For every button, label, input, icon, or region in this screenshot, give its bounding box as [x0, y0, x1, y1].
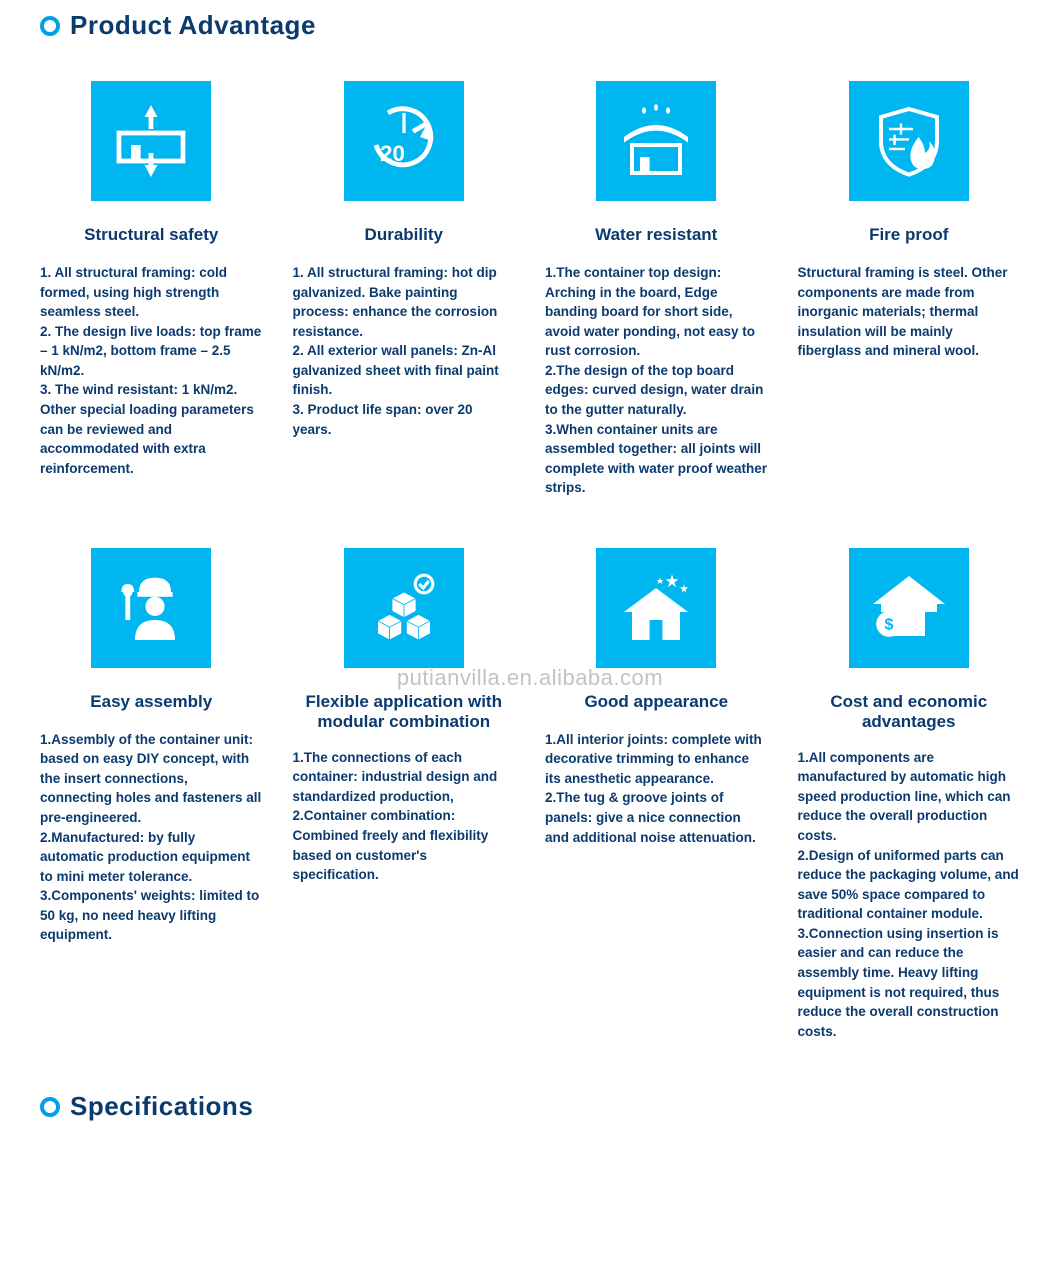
card-title: Water resistant — [595, 225, 717, 247]
bullet-ring-icon — [40, 1097, 60, 1117]
card-structural-safety: Structural safety 1. All structural fram… — [40, 81, 263, 498]
advantage-grid: Structural safety 1. All structural fram… — [40, 81, 1020, 1041]
card-body: 1.Assembly of the container unit: based … — [40, 730, 263, 945]
appearance-icon — [596, 548, 716, 668]
cost-icon: $ — [849, 548, 969, 668]
card-fire-proof: Fire proof Structural framing is steel. … — [798, 81, 1021, 498]
bullet-ring-icon — [40, 16, 60, 36]
card-water-resistant: Water resistant 1.The container top desi… — [545, 81, 768, 498]
card-durability: 20 Durability 1. All structural framing:… — [293, 81, 516, 498]
svg-text:$: $ — [884, 616, 893, 633]
section-header-advantage: Product Advantage — [40, 10, 1020, 41]
card-body: 1.All components are manufactured by aut… — [798, 748, 1021, 1041]
card-body: 1.The connections of each container: ind… — [293, 748, 516, 885]
card-title: Good appearance — [584, 692, 728, 714]
card-title: Cost and economic advantages — [798, 692, 1021, 732]
card-cost: $ Cost and economic advantages 1.All com… — [798, 548, 1021, 1041]
svg-text:20: 20 — [380, 141, 405, 166]
card-title: Fire proof — [869, 225, 948, 247]
card-body: 1.The container top design: Arching in t… — [545, 263, 768, 498]
card-title: Easy assembly — [90, 692, 212, 714]
structural-safety-icon — [91, 81, 211, 201]
card-body: 1. All structural framing: hot dip galva… — [293, 263, 516, 439]
fire-proof-icon — [849, 81, 969, 201]
card-easy-assembly: Easy assembly 1.Assembly of the containe… — [40, 548, 263, 1041]
card-body: 1. All structural framing: cold formed, … — [40, 263, 263, 478]
card-modular: Flexible application with modular combin… — [293, 548, 516, 1041]
easy-assembly-icon — [91, 548, 211, 668]
card-body: 1.All interior joints: complete with dec… — [545, 730, 768, 847]
water-resistant-icon — [596, 81, 716, 201]
card-title: Flexible application with modular combin… — [293, 692, 516, 732]
durability-icon: 20 — [344, 81, 464, 201]
card-title: Structural safety — [84, 225, 218, 247]
card-body: Structural framing is steel. Other compo… — [798, 263, 1021, 361]
section-header-specs: Specifications — [40, 1091, 1020, 1122]
section-title: Product Advantage — [70, 10, 316, 41]
card-title: Durability — [365, 225, 443, 247]
section-title: Specifications — [70, 1091, 253, 1122]
modular-icon — [344, 548, 464, 668]
card-appearance: Good appearance 1.All interior joints: c… — [545, 548, 768, 1041]
